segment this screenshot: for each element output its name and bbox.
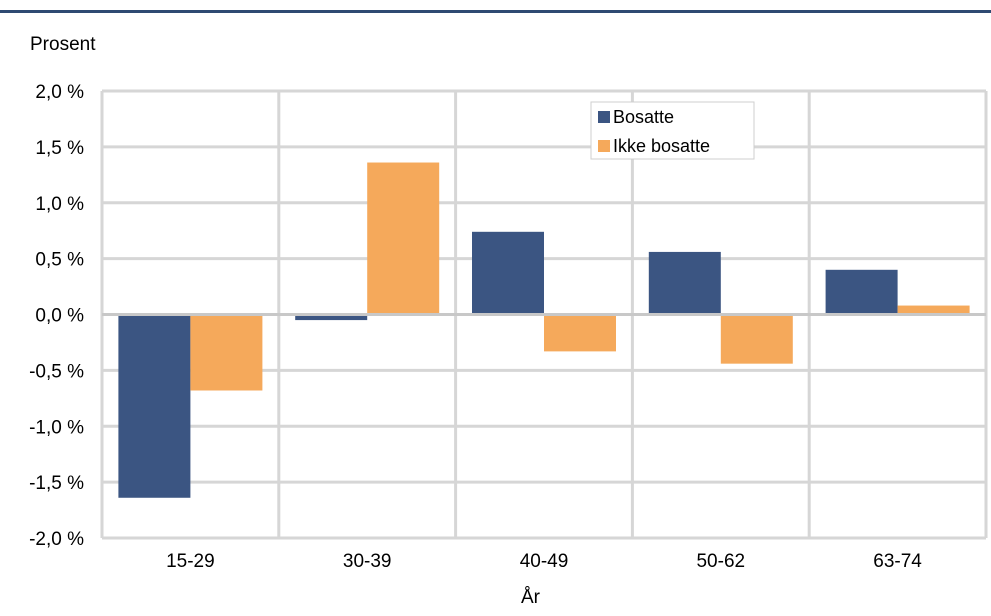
x-tick-label: 30-39 — [343, 551, 392, 572]
x-tick-labels: 15-29 30-39 40-49 50-62 63-74 — [166, 551, 922, 572]
bar-bosatte-15-29 — [118, 314, 191, 498]
top-border-rule — [0, 10, 991, 13]
bar-bosatte-30-39 — [295, 314, 368, 321]
bar-ikke-bosatte-30-39 — [367, 162, 440, 315]
legend-swatch — [598, 111, 610, 123]
legend: Bosatte Ikke bosatte — [590, 101, 755, 160]
bar-bosatte-50-62 — [648, 251, 721, 315]
y-tick-label: -1,5 % — [29, 473, 84, 494]
bar-ikke-bosatte-63-74 — [897, 305, 970, 315]
y-tick-label: 1,5 % — [35, 138, 84, 159]
y-tick-label: 0,5 % — [35, 250, 84, 271]
y-axis-unit-label: Prosent — [30, 34, 96, 55]
x-axis-title: År — [521, 587, 540, 608]
bar-ikke-bosatte-50-62 — [720, 314, 793, 364]
bar-ikke-bosatte-40-49 — [544, 314, 616, 352]
x-tick-label: 50-62 — [696, 551, 745, 572]
y-tick-label: -2,0 % — [29, 529, 84, 550]
bar-ikke-bosatte-15-29 — [190, 314, 263, 391]
x-tick-label: 40-49 — [520, 551, 569, 572]
legend-label: Ikke bosatte — [613, 136, 710, 156]
y-tick-label: 0,0 % — [35, 306, 84, 327]
bar-bosatte-40-49 — [472, 231, 544, 315]
x-tick-label: 15-29 — [166, 551, 215, 572]
y-tick-label: 1,0 % — [35, 194, 84, 215]
y-tick-label: -1,0 % — [29, 417, 84, 438]
bars — [118, 162, 970, 498]
legend-label: Bosatte — [613, 107, 674, 127]
y-tick-label: 2,0 % — [35, 82, 84, 103]
y-tick-labels: 2,0 % 1,5 % 1,0 % 0,5 % 0,0 % -0,5 % -1,0 % -1,… — [29, 82, 84, 550]
x-tick-label: 63-74 — [873, 551, 922, 572]
legend-box — [590, 101, 755, 160]
y-tick-label: -0,5 % — [29, 361, 84, 382]
legend-swatch — [598, 140, 610, 152]
bar-bosatte-63-74 — [825, 269, 898, 315]
